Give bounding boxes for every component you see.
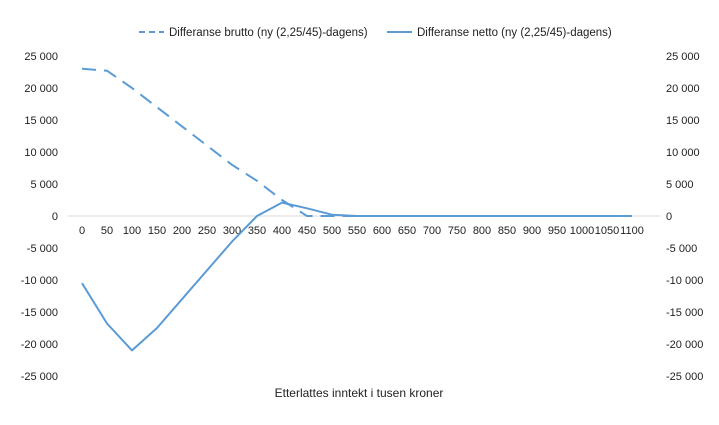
x-axis-title: Etterlattes inntekt i tusen kroner (275, 386, 444, 400)
y-tick-label-left: 0 (52, 211, 58, 223)
x-axis-ticks: 0 50 100 150 200 250 300 350 400 450 500 550 600 650 7… (79, 225, 644, 237)
x-tick-label: 800 (473, 225, 491, 237)
y-tick-label-right: -15 000 (666, 307, 703, 319)
legend-label-brutto: Differanse brutto (ny (2,25/45)-dagens) (169, 27, 368, 39)
x-tick-label: 1100 (620, 225, 644, 237)
x-tick-label: 750 (448, 225, 466, 237)
y-tick-label-right: 20 000 (666, 83, 700, 95)
series-layer (81, 67, 632, 352)
x-tick-label: 50 (101, 225, 113, 237)
y-tick-label-left: -20 000 (21, 339, 58, 351)
x-tick-label: 850 (498, 225, 516, 237)
y-tick-label-left: -10 000 (21, 275, 58, 287)
x-tick-label: 1050 (595, 225, 619, 237)
y-tick-label-right: 5 000 (666, 179, 694, 191)
x-tick-label: 600 (373, 225, 391, 237)
x-tick-label: 300 (223, 225, 241, 237)
y-tick-label-right: -5 000 (666, 243, 697, 255)
legend-label-netto: Differanse netto (ny (2,25/45)-dagens) (417, 27, 612, 39)
y-axis-right: 25 000 20 000 15 000 10 000 5 000 0 -5 000 -10 … (666, 51, 703, 383)
y-tick-label-left: 20 000 (24, 83, 58, 95)
x-tick-label: 350 (248, 225, 266, 237)
x-tick-label: 450 (298, 225, 316, 237)
x-tick-label: 0 (79, 225, 85, 237)
x-tick-label: 500 (323, 225, 341, 237)
y-tick-label-left: -15 000 (21, 307, 58, 319)
x-tick-label: 250 (198, 225, 216, 237)
legend: Differanse brutto (ny (2,25/45)-dagens) … (139, 27, 612, 39)
y-tick-label-right: 15 000 (666, 115, 700, 127)
y-tick-label-left: 5 000 (30, 179, 58, 191)
y-tick-label-right: -25 000 (666, 371, 703, 383)
y-tick-label-left: 25 000 (24, 51, 58, 63)
x-tick-label: 700 (423, 225, 441, 237)
y-tick-label-left: 10 000 (24, 147, 58, 159)
x-tick-label: 650 (398, 225, 416, 237)
x-tick-label: 100 (123, 225, 141, 237)
y-axis-left: 25 000 20 000 15 000 10 000 5 000 0 -5 000 -10 … (21, 51, 58, 383)
y-tick-label-right: 0 (666, 211, 672, 223)
x-tick-label: 900 (523, 225, 541, 237)
y-tick-label-left: 15 000 (24, 115, 58, 127)
y-tick-label-left: -25 000 (21, 371, 58, 383)
series-line-netto (81, 201, 632, 352)
x-tick-label: 150 (148, 225, 166, 237)
series-line-brutto (81, 67, 632, 217)
x-tick-label: 550 (348, 225, 366, 237)
y-tick-label-right: -10 000 (666, 275, 703, 287)
x-tick-label: 400 (273, 225, 291, 237)
x-tick-label: 950 (548, 225, 566, 237)
y-tick-label-left: -5 000 (27, 243, 58, 255)
x-tick-label: 1000 (570, 225, 594, 237)
y-tick-label-right: 25 000 (666, 51, 700, 63)
x-tick-label: 200 (173, 225, 191, 237)
y-tick-label-right: 10 000 (666, 147, 700, 159)
y-tick-label-right: -20 000 (666, 339, 703, 351)
